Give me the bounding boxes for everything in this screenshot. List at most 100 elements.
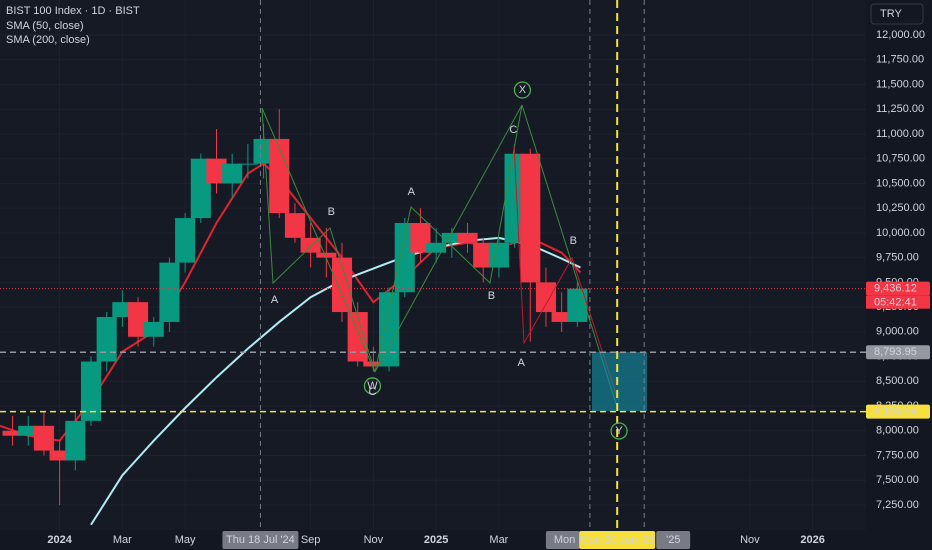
date-label: Mon 30 Jun '25 [580, 534, 655, 546]
wave-label: W [367, 380, 378, 392]
date-label: Thu 18 Jul '24 [226, 534, 295, 546]
wave-label: A [517, 357, 525, 369]
annotation-circle [513, 81, 532, 99]
x-tick-label: Sep [301, 534, 321, 546]
candle-body [426, 242, 447, 253]
y-tick-label: 11,750.00 [876, 54, 924, 66]
wave-line [374, 104, 619, 411]
y-tick-label: 9,000.00 [876, 326, 919, 338]
candle-body [410, 223, 431, 253]
date-label-box [579, 531, 656, 549]
currency[interactable]: TRY [880, 8, 902, 20]
candle-body [316, 252, 337, 258]
y-tick-label: 12,000.00 [876, 29, 925, 41]
candle-body [394, 223, 415, 293]
currency-button[interactable] [870, 3, 924, 25]
x-tick-label: 2025 [424, 534, 448, 546]
legend-entry: SMA (50, close) [6, 20, 84, 32]
candle-body [159, 262, 180, 322]
countdown: 05:42:41 [874, 297, 917, 309]
candle-body [441, 232, 462, 243]
date-label-box [222, 531, 299, 549]
wave-label: B [328, 206, 335, 218]
y-tick-label: 10,250.00 [876, 202, 925, 214]
price-label-box [866, 281, 930, 296]
candle-body [269, 138, 290, 214]
annotation-circle [363, 377, 382, 395]
y-tick-label: 7,500.00 [876, 474, 919, 486]
price-label: 8,193.64 [874, 406, 917, 418]
y-tick-label: 10,500.00 [876, 177, 925, 189]
y-tick-label: 9,750.00 [876, 252, 919, 264]
wave-label: C [509, 124, 517, 136]
y-tick-label: 8,500.00 [876, 375, 919, 387]
candle-body [473, 242, 494, 268]
candle-body [347, 312, 368, 362]
x-tick-label: 2026 [800, 534, 824, 546]
candle-body [49, 450, 70, 461]
wave-label: B [488, 290, 495, 302]
date-label-box [545, 531, 580, 549]
wave-label: B [570, 235, 577, 247]
price-axis [866, 0, 932, 530]
x-tick-label: Mar [489, 534, 508, 546]
y-tick-label: 7,250.00 [876, 499, 919, 511]
candle-body [331, 257, 353, 313]
x-tick-label: Nov [740, 534, 760, 546]
candle-body [175, 218, 196, 263]
candle-body [190, 158, 211, 219]
date-label: '25 [666, 534, 680, 546]
candle-body [457, 232, 478, 243]
y-tick-label: 7,750.00 [876, 449, 919, 461]
axes: 7,250.007,500.007,750.008,000.008,250.00… [47, 29, 930, 549]
candle-body [18, 425, 39, 436]
candle-body [80, 361, 102, 421]
candle-body [206, 158, 227, 184]
price-label-box [866, 345, 930, 360]
y-tick-label: 11,250.00 [876, 103, 924, 115]
candle-body [488, 242, 509, 268]
wave-line [261, 107, 376, 373]
chart-title: BIST 100 Index · 1D · BIST [6, 5, 140, 17]
candle-body [253, 138, 274, 164]
legend-entry: SMA (200, close) [6, 34, 90, 46]
candle-body [363, 361, 384, 367]
time-axis [0, 530, 932, 550]
candle-body [237, 163, 258, 165]
x-tick-label: May [175, 534, 196, 546]
x-tick-label: Nov [364, 534, 384, 546]
candles [2, 109, 588, 505]
countdown-box [866, 295, 930, 309]
wave-line [513, 144, 619, 401]
candle-body [33, 425, 54, 451]
date-label-box [656, 531, 691, 549]
wave-line [261, 107, 376, 373]
candle-body [222, 163, 243, 184]
price-label: 8,793.95 [874, 346, 917, 358]
x-tick-label: 2024 [47, 534, 72, 546]
y-tick-label: 8,000.00 [876, 425, 919, 437]
y-tick-label: 11,000.00 [876, 128, 924, 140]
candle-body [535, 282, 556, 313]
date-label: Mon [554, 534, 575, 546]
x-tick-label: Mar [113, 534, 132, 546]
price-label: 9,436.12 [874, 283, 917, 295]
annotation-circle [610, 422, 628, 440]
candle-body [379, 292, 400, 367]
y-tick-label: 11,500.00 [876, 78, 924, 90]
wave-drawings [261, 104, 647, 411]
candle-body [96, 316, 117, 362]
y-tick-label: 10,000.00 [876, 227, 925, 239]
candle-body [2, 430, 23, 436]
candle-body [112, 302, 133, 317]
wave-line [374, 104, 523, 373]
target-box [592, 352, 647, 411]
grid [0, 0, 866, 530]
wave-label: A [408, 186, 416, 198]
candle-body [520, 153, 541, 283]
wave-label: C [368, 386, 376, 398]
